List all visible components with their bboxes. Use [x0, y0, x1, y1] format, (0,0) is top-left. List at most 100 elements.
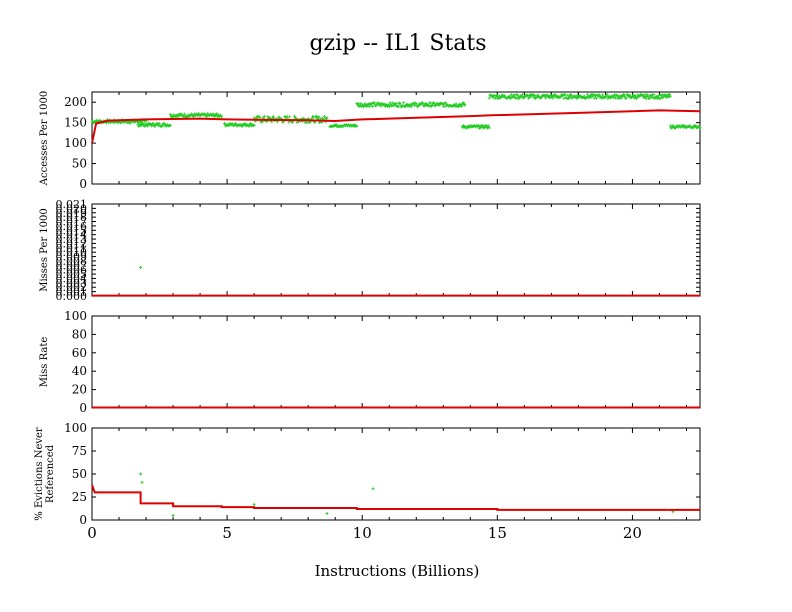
green-sample-point	[157, 122, 161, 126]
green-sample-point	[313, 121, 317, 125]
y-tick-label: 0.010	[56, 246, 88, 259]
y-tick-label: 0	[79, 401, 87, 415]
green-sample-point	[288, 115, 292, 119]
y-tick-label: 200	[64, 95, 87, 109]
green-sample-point	[216, 113, 220, 117]
green-sample-point	[605, 93, 609, 97]
green-sample-point	[325, 116, 329, 120]
y-axis-label: % Evictions NeverReferenced	[34, 427, 56, 521]
green-sample-point	[594, 96, 598, 100]
green-sample-point	[533, 93, 537, 97]
green-sample-point	[443, 101, 447, 105]
green-sample-point	[362, 105, 366, 109]
y-tick-label: 60	[72, 346, 87, 360]
panel-frame	[91, 315, 701, 409]
green-sample-point	[575, 96, 579, 100]
green-sample-point	[590, 95, 594, 99]
green-sample-point	[600, 93, 604, 97]
green-sample-point	[168, 112, 172, 116]
green-sample-point	[478, 126, 482, 130]
panel-frame	[91, 91, 701, 185]
red-trend-line	[91, 484, 700, 511]
green-sample-point	[427, 103, 431, 107]
y-axis-label: Miss Rate	[39, 337, 50, 388]
green-sample-point	[520, 93, 524, 97]
y-axis-label: Accesses Per 1000	[39, 91, 50, 186]
green-sample-segment	[460, 123, 491, 130]
green-sample-point	[183, 112, 187, 116]
green-sample-point	[586, 93, 590, 97]
green-sample-point	[480, 123, 484, 127]
green-sample-point	[389, 102, 393, 106]
y-tick-label: 100	[64, 309, 87, 323]
green-sample-point	[647, 97, 651, 101]
green-sample-point	[364, 105, 368, 109]
green-sample-point	[409, 105, 413, 109]
green-sample-point	[379, 104, 383, 108]
green-sample-point	[668, 93, 672, 97]
y-tick-label: 40	[72, 364, 87, 378]
green-sample-point	[150, 124, 154, 128]
green-sample-point	[252, 502, 256, 506]
green-sample-point	[606, 97, 610, 101]
x-tick-label: 5	[222, 524, 232, 542]
green-sample-point	[568, 95, 572, 99]
y-tick-label: 0.006	[56, 264, 88, 277]
green-sample-point	[367, 105, 371, 109]
green-sample-point	[563, 93, 567, 97]
green-sample-point	[192, 115, 196, 119]
green-sample-point	[582, 94, 586, 98]
y-tick-label: 0.020	[56, 202, 88, 215]
green-sample-segment	[168, 112, 224, 119]
green-sample-point	[402, 101, 406, 105]
green-sample-point	[142, 121, 146, 125]
green-sample-point	[477, 123, 481, 127]
y-tick-label: 0.001	[56, 286, 88, 299]
panel-2: 0.0000.0010.0020.0030.0040.0050.0060.007…	[39, 198, 701, 303]
green-sample-point	[396, 105, 400, 109]
green-sample-point	[258, 115, 262, 119]
green-sample-point	[544, 96, 548, 100]
y-tick-label: 0.002	[56, 281, 88, 294]
green-sample-point	[518, 96, 522, 100]
green-sample-point	[487, 126, 491, 130]
green-sample-point	[569, 93, 573, 97]
green-sample-point	[460, 104, 464, 108]
green-sample-point	[205, 115, 209, 119]
y-tick-label: 75	[72, 444, 87, 458]
x-tick-label: 10	[353, 524, 372, 542]
green-sample-point	[462, 101, 466, 105]
green-sample-point	[437, 104, 441, 108]
y-tick-label: 100	[64, 136, 87, 150]
y-tick-label: 0.011	[56, 242, 88, 255]
green-sample-point	[370, 104, 374, 108]
chart-title: gzip -- IL1 Stats	[309, 31, 486, 56]
green-sample-point	[355, 124, 359, 128]
green-sample-point	[363, 102, 367, 106]
y-tick-label: 0.003	[56, 277, 88, 290]
green-sample-point	[139, 120, 143, 124]
green-sample-point	[371, 487, 375, 491]
y-tick-label: 100	[64, 421, 87, 435]
green-sample-point	[151, 121, 155, 125]
green-sample-point	[698, 126, 702, 130]
green-sample-point	[140, 480, 144, 484]
x-tick-label: 20	[623, 524, 642, 542]
y-axis-label: Misses Per 1000	[39, 208, 50, 292]
y-tick-label: 0.018	[56, 211, 88, 224]
green-sample-point	[562, 96, 566, 100]
green-sample-segment	[328, 122, 359, 129]
green-sample-point	[516, 93, 520, 97]
green-sample-point	[622, 93, 626, 97]
y-tick-label: 25	[72, 490, 87, 504]
green-sample-point	[415, 102, 419, 106]
y-tick-label: 150	[64, 116, 87, 130]
y-tick-label: 0.004	[56, 272, 88, 285]
y-tick-label: 0.007	[56, 259, 88, 272]
y-tick-label: 50	[72, 157, 87, 171]
green-sample-point	[421, 101, 425, 105]
green-sample-point	[487, 124, 491, 128]
y-tick-label: 50	[72, 467, 87, 481]
green-sample-point	[392, 104, 396, 108]
